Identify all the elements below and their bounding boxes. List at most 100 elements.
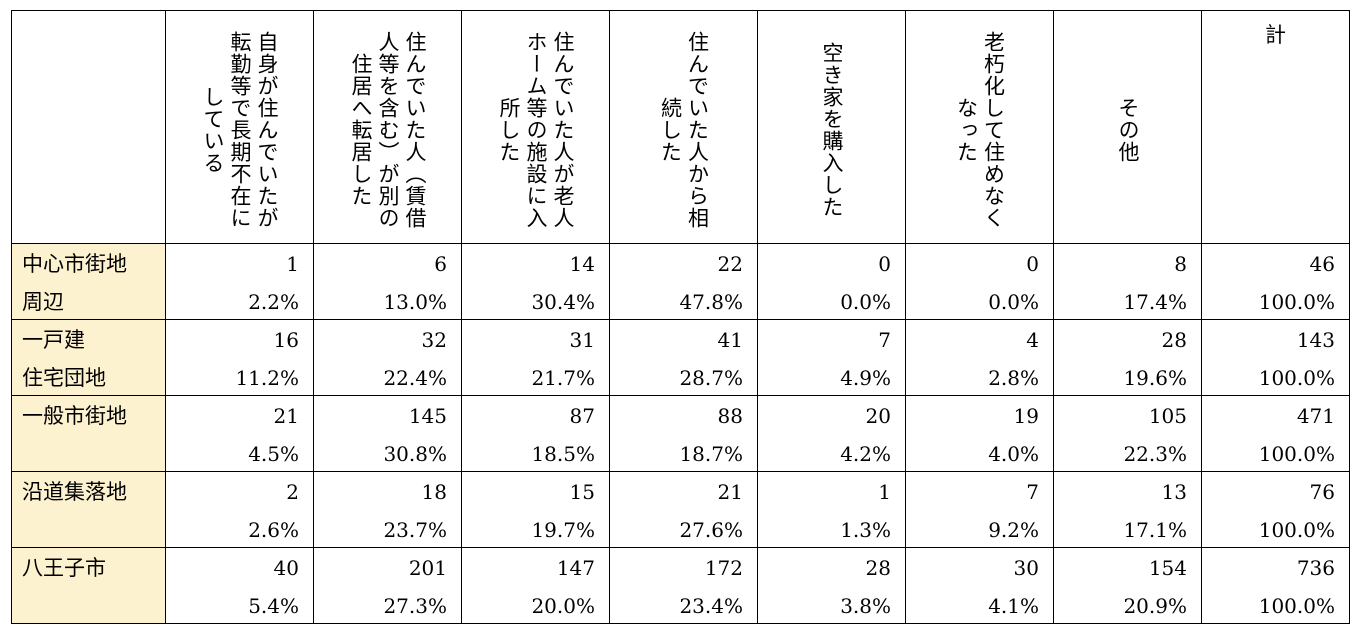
percent-value: 11.2% xyxy=(235,365,299,390)
percent-value: 27.3% xyxy=(383,593,447,618)
table-cell: 16 11.2% xyxy=(165,319,314,396)
table-cell: 154 20.9% xyxy=(1053,547,1202,624)
percent-value: 100.0% xyxy=(1258,517,1335,542)
col-header-moved-out: 住んでいた人（賃借 人等を含む）が別の 住居へ転居した xyxy=(313,10,462,244)
count-value: 0 xyxy=(1026,252,1039,276)
table-cell: 40 5.4% xyxy=(165,547,314,624)
count-value: 6 xyxy=(434,252,447,276)
count-value: 22 xyxy=(717,252,743,276)
percent-value: 2.6% xyxy=(248,517,299,542)
table-cell: 28 3.8% xyxy=(757,547,906,624)
percent-value: 23.7% xyxy=(383,517,447,542)
count-value: 4 xyxy=(1026,328,1039,352)
percent-value: 47.8% xyxy=(679,289,743,314)
count-value: 1 xyxy=(878,480,891,504)
col-header-long-absence: 自身が住んでいたが 転勤等で長期不在に している xyxy=(165,10,314,244)
percent-value: 100.0% xyxy=(1258,441,1335,466)
count-value: 18 xyxy=(421,480,447,504)
percent-value: 0.0% xyxy=(840,289,891,314)
col-header-text: 老朽化して住めなく なった xyxy=(954,31,1006,229)
table-cell: 76 100.0% xyxy=(1201,471,1350,548)
table-row: 一般市街地 21 4.5% 145 30.8% 87 18.5% 88 18.7% 20 4.2% 1… xyxy=(11,395,1350,472)
percent-value: 30.8% xyxy=(383,441,447,466)
percent-value: 4.9% xyxy=(840,365,891,390)
percent-value: 20.0% xyxy=(531,593,595,618)
percent-value: 13.0% xyxy=(383,289,447,314)
row-label-line2: 周辺 xyxy=(22,289,64,314)
count-value: 30 xyxy=(1013,556,1039,580)
row-label: 中心市街地 周辺 xyxy=(11,243,166,320)
row-label: 八王子市 xyxy=(11,547,166,624)
percent-value: 100.0% xyxy=(1258,289,1335,314)
count-value: 21 xyxy=(717,480,743,504)
row-label-line1: 中心市街地 xyxy=(22,252,127,276)
count-value: 736 xyxy=(1296,556,1335,580)
count-value: 143 xyxy=(1296,328,1335,352)
vacancy-reason-table: 自身が住んでいたが 転勤等で長期不在に している 住んでいた人（賃借 人等を含む… xyxy=(11,10,1350,624)
table-cell: 172 23.4% xyxy=(609,547,758,624)
count-value: 105 xyxy=(1148,404,1187,428)
percent-value: 3.8% xyxy=(840,593,891,618)
count-value: 87 xyxy=(569,404,595,428)
percent-value: 4.1% xyxy=(988,593,1039,618)
count-value: 154 xyxy=(1148,556,1187,580)
table-cell: 21 4.5% xyxy=(165,395,314,472)
col-header-text: その他 xyxy=(1116,97,1140,163)
row-label: 一戸建 住宅団地 xyxy=(11,319,166,396)
percent-value: 28.7% xyxy=(679,365,743,390)
count-value: 16 xyxy=(273,328,299,352)
table-cell: 30 4.1% xyxy=(905,547,1054,624)
percent-value: 22.3% xyxy=(1123,441,1187,466)
count-value: 7 xyxy=(1026,480,1039,504)
count-value: 15 xyxy=(569,480,595,504)
percent-value: 100.0% xyxy=(1258,365,1335,390)
corner-cell xyxy=(11,10,166,244)
count-value: 20 xyxy=(865,404,891,428)
table-cell: 31 21.7% xyxy=(461,319,610,396)
row-label-line1: 一般市街地 xyxy=(22,404,127,428)
count-value: 1 xyxy=(286,252,299,276)
table-row: 一戸建 住宅団地 16 11.2% 32 22.4% 31 21.7% 41 28.7% 7 4.9%… xyxy=(11,319,1350,396)
table-cell: 15 19.7% xyxy=(461,471,610,548)
col-header-purchased: 空き家を購入した xyxy=(757,10,906,244)
count-value: 0 xyxy=(878,252,891,276)
table-cell: 7 9.2% xyxy=(905,471,1054,548)
table-cell: 143 100.0% xyxy=(1201,319,1350,396)
count-value: 88 xyxy=(717,404,743,428)
count-value: 13 xyxy=(1161,480,1187,504)
percent-value: 2.2% xyxy=(248,289,299,314)
table-cell: 1 2.2% xyxy=(165,243,314,320)
table-cell: 32 22.4% xyxy=(313,319,462,396)
count-value: 31 xyxy=(569,328,595,352)
table-cell: 201 27.3% xyxy=(313,547,462,624)
count-value: 471 xyxy=(1296,404,1335,428)
count-value: 147 xyxy=(556,556,595,580)
table-cell: 736 100.0% xyxy=(1201,547,1350,624)
table-cell: 2 2.6% xyxy=(165,471,314,548)
table-cell: 105 22.3% xyxy=(1053,395,1202,472)
table-cell: 41 28.7% xyxy=(609,319,758,396)
header-row: 自身が住んでいたが 転勤等で長期不在に している 住んでいた人（賃借 人等を含む… xyxy=(11,10,1350,244)
percent-value: 19.7% xyxy=(531,517,595,542)
table-cell: 0 0.0% xyxy=(757,243,906,320)
count-value: 21 xyxy=(273,404,299,428)
percent-value: 22.4% xyxy=(383,365,447,390)
count-value: 41 xyxy=(717,328,743,352)
table-row: 八王子市 40 5.4% 201 27.3% 147 20.0% 172 23.4% 28 3.8%… xyxy=(11,547,1350,624)
count-value: 46 xyxy=(1309,252,1335,276)
table-cell: 46 100.0% xyxy=(1201,243,1350,320)
table-cell: 88 18.7% xyxy=(609,395,758,472)
count-value: 76 xyxy=(1309,480,1335,504)
count-value: 19 xyxy=(1013,404,1039,428)
table-cell: 147 20.0% xyxy=(461,547,610,624)
col-header-text: 住んでいた人（賃借 人等を含む）が別の 住居へ転居した xyxy=(349,31,427,229)
percent-value: 30.4% xyxy=(531,289,595,314)
col-header-other: その他 xyxy=(1053,10,1202,244)
percent-value: 4.0% xyxy=(988,441,1039,466)
table-cell: 13 17.1% xyxy=(1053,471,1202,548)
col-header-text: 住んでいた人から相 続した xyxy=(658,31,710,229)
percent-value: 20.9% xyxy=(1123,593,1187,618)
col-header-text: 住んでいた人が老人 ホーム等の施設に入 所した xyxy=(497,31,575,229)
table-cell: 6 13.0% xyxy=(313,243,462,320)
percent-value: 5.4% xyxy=(248,593,299,618)
